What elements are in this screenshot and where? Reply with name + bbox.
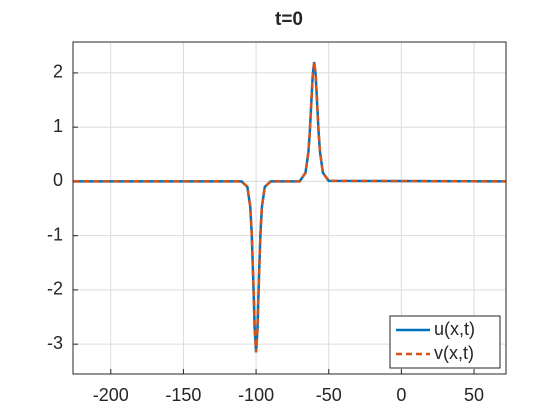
chart-title: t=0 [275, 9, 303, 30]
x-tick-label: -150 [165, 385, 201, 405]
x-tick-label: -100 [238, 385, 274, 405]
y-tick-label: -1 [47, 224, 63, 244]
x-tick-label: -200 [93, 385, 129, 405]
x-tick-label: -50 [316, 385, 342, 405]
legend: u(x,t) v(x,t) [389, 315, 501, 369]
y-tick-label: 1 [53, 116, 63, 136]
y-tick-label: -2 [47, 279, 63, 299]
data-line [73, 61, 507, 353]
y-tick-label: 2 [53, 62, 63, 82]
y-tick-label: 0 [53, 170, 63, 190]
legend-box [389, 315, 501, 369]
x-tick-label: 0 [396, 385, 406, 405]
legend-label: v(x,t) [434, 343, 474, 363]
x-tick-label: 50 [464, 385, 484, 405]
y-tick-label: -3 [47, 333, 63, 353]
legend-label: u(x,t) [434, 319, 475, 339]
axes-box [72, 41, 507, 375]
